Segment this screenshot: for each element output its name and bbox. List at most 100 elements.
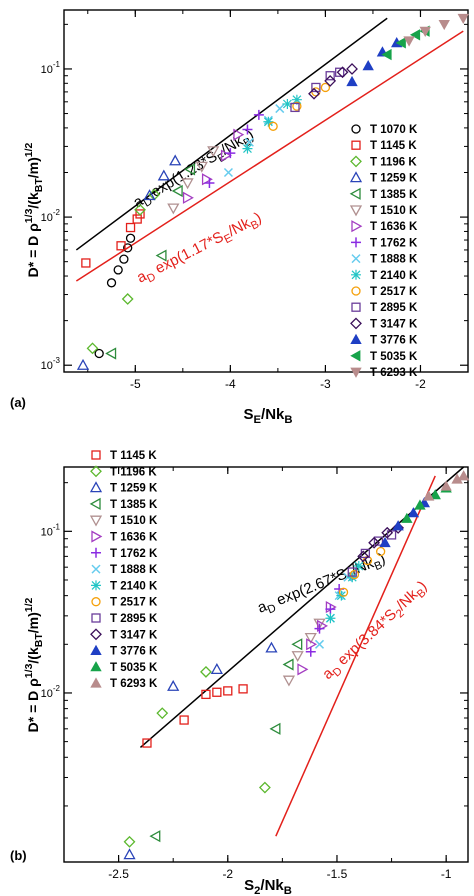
data-point — [179, 715, 189, 725]
legend-marker — [89, 497, 101, 511]
data-point — [336, 66, 349, 79]
legend-label: T 1636 K — [370, 221, 418, 233]
legend-label: T 1510 K — [110, 515, 158, 527]
legend-marker — [91, 547, 101, 558]
legend-label: T 2140 K — [110, 580, 158, 592]
y-tick-label: 10-2 — [41, 208, 61, 224]
data-point — [81, 258, 91, 268]
legend-label: T 5035 K — [110, 662, 158, 674]
data-point — [324, 75, 337, 87]
data-point — [429, 489, 441, 500]
data-point — [113, 265, 123, 275]
data-point — [457, 13, 469, 25]
data-point — [181, 178, 194, 190]
data-point — [338, 587, 349, 597]
data-point — [94, 348, 104, 359]
legend-marker — [91, 530, 103, 543]
legend-label: T 1888 K — [370, 254, 418, 266]
data-point — [379, 536, 391, 548]
legend-marker — [349, 187, 361, 200]
legend-marker — [89, 515, 103, 527]
plot-frame — [63, 9, 469, 373]
data-point — [275, 104, 285, 114]
data-point — [291, 94, 302, 105]
x-tick-label: -2 — [415, 377, 426, 391]
x-axis-label: S2/NkB — [244, 877, 292, 896]
legend-marker — [90, 661, 102, 672]
legend-marker — [350, 155, 362, 168]
legend-label: T 2140 K — [370, 270, 418, 282]
data-point — [423, 490, 435, 501]
fit-label: aD exp(1.17*SE/NkB) — [134, 209, 265, 289]
data-point — [347, 572, 358, 583]
fit-label: aD exp(2.67*S2/NkB) — [255, 550, 389, 620]
data-point — [76, 358, 90, 370]
data-point — [253, 109, 264, 120]
data-point — [320, 82, 331, 93]
legend-marker — [90, 677, 102, 688]
legend-label: T 5035 K — [370, 351, 418, 363]
data-point — [121, 293, 134, 305]
fit-line — [275, 475, 436, 837]
data-point — [143, 189, 156, 201]
legend-label: T 1196 K — [110, 466, 157, 478]
legend-label: T 3147 K — [370, 318, 418, 330]
legend-marker — [351, 254, 361, 264]
x-tick-label: -5 — [130, 377, 141, 391]
data-point — [335, 67, 345, 77]
data-point — [314, 623, 325, 634]
data-point — [346, 63, 358, 75]
data-point — [349, 569, 360, 580]
x-tick-label: -3 — [320, 377, 331, 391]
data-point — [291, 638, 303, 651]
data-point — [314, 639, 325, 649]
data-point — [212, 687, 222, 697]
legend-label: T 2895 K — [370, 302, 418, 314]
legend: T 1145 K T 1196 K T 1259 K T 1385 K T 1510 K… — [89, 450, 158, 690]
data-point — [86, 342, 99, 355]
legend-label: T 1385 K — [110, 499, 158, 511]
data-point — [353, 561, 364, 572]
data-point — [263, 116, 274, 127]
data-point — [204, 177, 215, 188]
data-point — [225, 148, 236, 159]
data-point — [149, 830, 161, 843]
legend-label: T 1888 K — [110, 564, 158, 576]
data-point — [210, 663, 223, 674]
legend-marker — [351, 140, 361, 150]
legend-marker — [351, 286, 361, 296]
panel-label: (a) — [10, 395, 26, 410]
legend-label: T 1636 K — [110, 532, 158, 544]
data-point — [123, 835, 136, 848]
data-point — [305, 646, 316, 657]
data-point — [401, 512, 413, 523]
data-point — [290, 102, 300, 113]
data-point — [282, 98, 293, 109]
x-tick-label: -1 — [441, 867, 452, 881]
legend-marker — [350, 350, 361, 362]
data-point — [414, 499, 426, 510]
legend-label: T 1070 K — [370, 124, 418, 136]
legend-label: T 1259 K — [370, 173, 418, 185]
legend-label: T 3147 K — [110, 629, 158, 641]
data-point — [265, 641, 278, 653]
data-point — [182, 191, 194, 204]
legend-marker — [91, 580, 101, 591]
data-point — [134, 203, 146, 216]
data-point — [195, 161, 208, 173]
legend-label: T 1145 K — [370, 140, 417, 152]
data-point — [325, 71, 335, 81]
data-point — [457, 470, 470, 481]
legend-label: T 2895 K — [110, 613, 158, 625]
legend-marker — [351, 237, 361, 248]
data-point — [238, 684, 248, 694]
data-point — [419, 26, 431, 37]
legend-label: T 2517 K — [110, 597, 158, 609]
data-point — [157, 169, 170, 181]
legend-label: T 3776 K — [370, 335, 418, 347]
data-point — [308, 87, 320, 100]
data-point — [291, 651, 304, 663]
data-point — [132, 214, 142, 224]
legend-marker — [349, 171, 363, 183]
